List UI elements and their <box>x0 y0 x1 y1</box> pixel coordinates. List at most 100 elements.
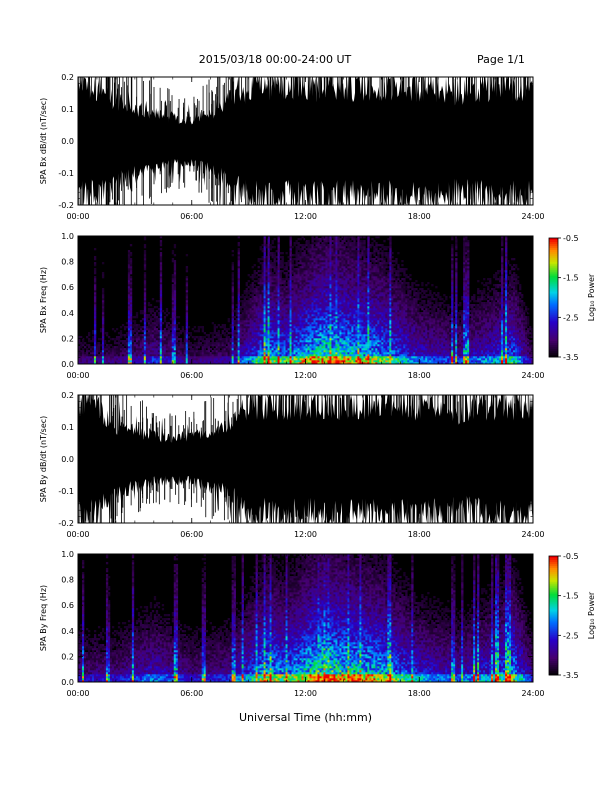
heatmap-cell <box>243 358 246 361</box>
heatmap-cell <box>279 270 282 273</box>
heatmap-cell <box>155 320 159 323</box>
heatmap-cell <box>265 296 268 299</box>
heatmap-cell <box>295 272 298 275</box>
heatmap-cell <box>235 348 238 351</box>
heatmap-cell <box>231 354 234 357</box>
heatmap-cell <box>325 362 328 365</box>
heatmap-cell <box>339 348 342 351</box>
heatmap-cell <box>185 294 189 297</box>
heatmap-cell <box>331 312 334 315</box>
heatmap-cell <box>247 332 250 335</box>
heatmap-cell <box>291 308 294 311</box>
heatmap-cell <box>319 292 322 295</box>
heatmap-cell <box>323 360 326 363</box>
heatmap-cell <box>101 302 105 305</box>
heatmap-cell <box>137 336 141 339</box>
heatmap-cell <box>279 306 282 309</box>
heatmap-cell <box>289 360 292 363</box>
heatmap-cell <box>113 360 117 363</box>
heatmap-cell <box>335 306 338 309</box>
heatmap-cell <box>293 242 296 245</box>
heatmap-cell <box>275 356 278 359</box>
heatmap-cell <box>299 328 302 331</box>
heatmap-cell <box>275 282 278 285</box>
heatmap-cell <box>329 290 332 293</box>
heatmap-cell <box>275 278 278 281</box>
heatmap-cell <box>181 362 185 365</box>
heatmap-cell <box>329 310 332 313</box>
panel-1: -0.2-0.10.00.10.200:00 06:00 12:00 18:00 24:… <box>39 73 545 221</box>
heatmap-cell <box>247 350 250 353</box>
heatmap-cell <box>175 326 179 329</box>
heatmap-cell <box>181 330 185 333</box>
heatmap-cell <box>305 290 308 293</box>
heatmap-cell <box>111 356 115 359</box>
heatmap-cell <box>235 328 238 331</box>
heatmap-cell <box>299 270 302 273</box>
heatmap-cell <box>215 348 218 351</box>
heatmap-cell <box>311 254 314 257</box>
heatmap-cell <box>337 248 340 251</box>
heatmap-cell <box>273 320 276 323</box>
heatmap-cell <box>149 308 153 311</box>
heatmap-cell <box>247 298 250 301</box>
heatmap-cell <box>119 340 123 343</box>
heatmap-cell <box>337 330 340 333</box>
heatmap-cell <box>265 360 268 363</box>
heatmap-cell <box>219 356 222 359</box>
heatmap-cell <box>325 348 328 351</box>
heatmap-cell <box>297 268 300 271</box>
heatmap-cell <box>93 318 97 321</box>
heatmap-cell <box>191 358 195 361</box>
heatmap-cell <box>163 340 167 343</box>
heatmap-cell <box>235 360 238 363</box>
heatmap-cell <box>309 324 312 327</box>
heatmap-cell <box>257 280 260 283</box>
heatmap-cell <box>325 314 328 317</box>
heatmap-cell <box>217 362 220 365</box>
heatmap-cell <box>315 284 318 287</box>
heatmap-cell <box>333 254 336 257</box>
heatmap-cell <box>291 342 294 345</box>
heatmap-cell <box>269 336 272 339</box>
heatmap-cell <box>143 322 147 325</box>
heatmap-cell <box>225 346 228 349</box>
heatmap-cell <box>327 280 330 283</box>
heatmap-cell <box>101 356 105 359</box>
heatmap-cell <box>233 352 236 355</box>
heatmap-cell <box>173 274 177 277</box>
heatmap-cell <box>339 350 342 353</box>
heatmap-cell <box>185 300 189 303</box>
heatmap-cell <box>285 342 288 345</box>
heatmap-cell <box>331 284 334 287</box>
heatmap-cell <box>263 338 266 341</box>
heatmap-cell <box>201 348 205 351</box>
heatmap-cell <box>125 352 129 355</box>
heatmap-cell <box>319 324 322 327</box>
heatmap-cell <box>281 290 284 293</box>
heatmap-cell <box>277 302 280 305</box>
heatmap-cell <box>125 332 129 335</box>
heatmap-cell <box>133 358 137 361</box>
heatmap-cell <box>299 298 302 301</box>
heatmap-cell <box>323 354 326 357</box>
heatmap-cell <box>157 360 161 363</box>
heatmap-cell <box>173 288 177 291</box>
heatmap-cell <box>199 354 203 357</box>
heatmap-cell <box>329 336 332 339</box>
heatmap-cell <box>201 326 205 329</box>
heatmap-cell <box>285 320 288 323</box>
heatmap-cell <box>149 340 153 343</box>
heatmap-cell <box>321 302 324 305</box>
heatmap-cell <box>329 354 332 357</box>
heatmap-cell <box>201 350 205 353</box>
heatmap-cell <box>227 356 230 359</box>
heatmap-cell <box>125 334 129 337</box>
heatmap-cell <box>279 296 282 299</box>
heatmap-cell <box>131 358 135 361</box>
heatmap-cell <box>283 284 286 287</box>
heatmap-cell <box>97 360 101 363</box>
heatmap-cell <box>211 336 215 339</box>
heatmap-cell <box>287 294 290 297</box>
heatmap-cell <box>281 350 284 353</box>
